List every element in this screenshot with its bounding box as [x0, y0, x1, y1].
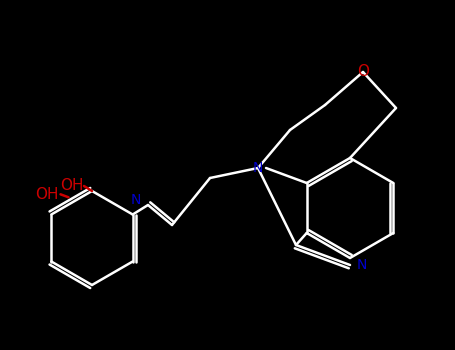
Text: O: O [357, 64, 369, 79]
Text: OH: OH [60, 178, 84, 194]
Text: N: N [357, 258, 367, 272]
Text: N: N [131, 193, 141, 207]
Text: OH: OH [35, 187, 58, 202]
Text: N: N [253, 161, 263, 175]
